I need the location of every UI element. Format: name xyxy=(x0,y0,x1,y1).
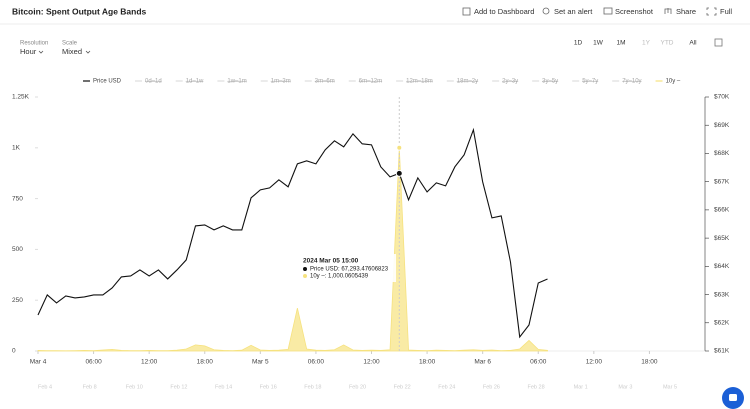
legend-label[interactable]: 1m–3m xyxy=(271,79,291,85)
y-tick-label: 500 xyxy=(12,246,23,253)
range-button[interactable]: YTD xyxy=(661,40,674,47)
y2-tick-label: $62K xyxy=(714,319,730,326)
navigator-label: Feb 8 xyxy=(83,384,97,390)
resolution-label: Resolution xyxy=(20,41,48,47)
navigator-label: Feb 20 xyxy=(349,384,366,390)
tooltip-line: 10y –: 1,000.0605439 xyxy=(310,274,369,280)
y2-tick-label: $68K xyxy=(714,150,730,157)
x-tick-label: 18:00 xyxy=(641,359,658,366)
legend-label[interactable]: 6m–12m xyxy=(359,79,382,85)
legend-label[interactable]: Price USD xyxy=(93,79,122,85)
header-icons xyxy=(462,7,717,16)
legend-label[interactable]: 1w–1m xyxy=(227,79,246,85)
legend-label[interactable]: 3m–6m xyxy=(315,79,335,85)
legend-label[interactable]: 18m–2y xyxy=(457,79,478,85)
navigator-label: Feb 18 xyxy=(304,384,321,390)
x-tick-label: Mar 6 xyxy=(474,359,491,366)
add-to-dashboard[interactable]: Add to Dashboard xyxy=(474,7,534,16)
tooltip-dot xyxy=(303,267,307,271)
navigator-label: Feb 22 xyxy=(394,384,411,390)
x-tick-label: 12:00 xyxy=(586,359,603,366)
set-alert[interactable]: Set an alert xyxy=(554,7,593,16)
dropdown-arrows xyxy=(38,50,91,54)
legend-label[interactable]: 1d–1w xyxy=(186,79,204,85)
scale-select[interactable]: Mixed xyxy=(62,47,82,56)
y-tick-label: 1K xyxy=(12,145,21,152)
legend-label[interactable]: 3y–5y xyxy=(542,79,558,85)
y2-tick-label: $69K xyxy=(714,122,730,129)
navigator-label: Feb 16 xyxy=(260,384,277,390)
calendar-icon[interactable] xyxy=(714,38,723,47)
screenshot[interactable]: Screenshot xyxy=(615,7,654,16)
resolution-select[interactable]: Hour xyxy=(20,47,37,56)
navigator-label: Mar 5 xyxy=(663,384,677,390)
navigator-label: Mar 3 xyxy=(618,384,632,390)
tooltip-marker xyxy=(396,144,403,151)
y2-tick-label: $64K xyxy=(714,263,730,270)
x-tick-label: 06:00 xyxy=(530,359,547,366)
y-tick-label: 0 xyxy=(12,348,16,355)
tooltip-line: Price USD: 67,293.47606823 xyxy=(310,267,389,273)
navigator-label: Feb 26 xyxy=(483,384,500,390)
y2-tick-label: $61K xyxy=(714,348,730,355)
y2-tick-label: $67K xyxy=(714,178,730,185)
navigator-label: Feb 12 xyxy=(170,384,187,390)
tooltip-dot xyxy=(303,274,307,278)
area-10y xyxy=(37,147,548,352)
legend-label[interactable]: 12m–18m xyxy=(406,79,433,85)
navigator-label: Feb 14 xyxy=(215,384,232,390)
x-tick-label: 06:00 xyxy=(85,359,102,366)
price-line xyxy=(37,127,548,339)
navigator-label: Mar 1 xyxy=(574,384,588,390)
navigator-label: Feb 24 xyxy=(438,384,455,390)
range-button[interactable]: 1W xyxy=(593,40,604,47)
x-tick-label: 18:00 xyxy=(419,359,436,366)
x-tick-label: 06:00 xyxy=(308,359,325,366)
page-title: Bitcoin: Spent Output Age Bands xyxy=(12,6,147,16)
chat-icon xyxy=(729,394,737,401)
navigator-label: Feb 4 xyxy=(38,384,52,390)
tooltip-box xyxy=(298,254,396,282)
share[interactable]: Share xyxy=(676,7,696,16)
y-tick-label: 1.25K xyxy=(12,94,30,101)
y2-tick-label: $66K xyxy=(714,207,730,214)
range-button[interactable]: 1D xyxy=(574,40,583,47)
range-button[interactable]: 1M xyxy=(616,40,625,47)
scale-label: Scale xyxy=(62,41,78,47)
navigator-label: Feb 28 xyxy=(528,384,545,390)
y2-tick-label: $65K xyxy=(714,235,730,242)
legend-label[interactable]: 10y – xyxy=(666,79,681,85)
full[interactable]: Full xyxy=(720,7,732,16)
x-tick-label: Mar 4 xyxy=(30,359,47,366)
tooltip-title: 2024 Mar 05 15:00 xyxy=(303,258,359,265)
legend-label[interactable]: 2y–3y xyxy=(502,79,518,85)
x-tick-label: Mar 5 xyxy=(252,359,269,366)
y-tick-label: 250 xyxy=(12,297,23,304)
x-tick-label: 18:00 xyxy=(197,359,214,366)
y2-tick-label: $70K xyxy=(714,94,730,101)
legend-label[interactable]: 0d–1d xyxy=(145,79,162,85)
range-button[interactable]: 1Y xyxy=(642,40,651,47)
range-button[interactable]: All xyxy=(689,40,697,47)
y2-tick-label: $63K xyxy=(714,291,730,298)
tooltip-marker xyxy=(395,169,403,177)
x-tick-label: 12:00 xyxy=(141,359,158,366)
legend-label[interactable]: 5y–7y xyxy=(582,79,598,85)
navigator-label: Feb 10 xyxy=(126,384,143,390)
y-tick-label: 750 xyxy=(12,195,23,202)
x-tick-label: 12:00 xyxy=(363,359,380,366)
legend-label[interactable]: 7y–10y xyxy=(622,79,641,85)
